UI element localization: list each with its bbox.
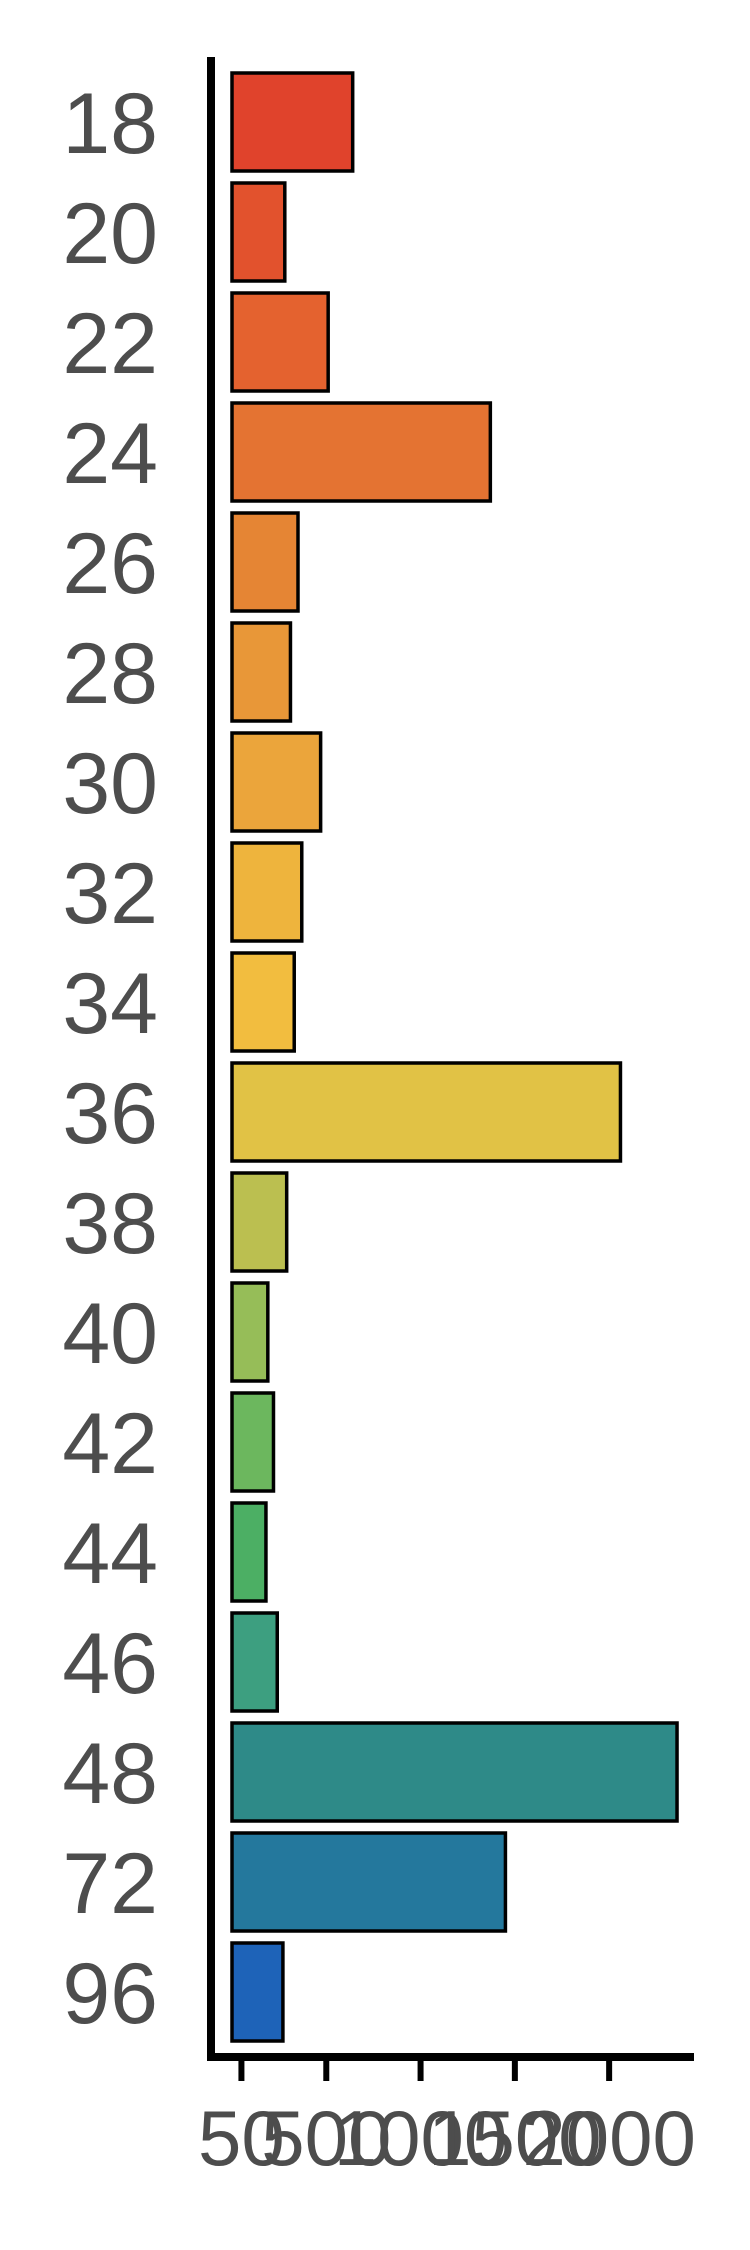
y-tick-label: 44 xyxy=(62,1506,158,1602)
bar-38 xyxy=(230,1171,289,1273)
bar-28 xyxy=(230,621,293,723)
bar-22 xyxy=(230,291,330,393)
bar-44 xyxy=(230,1501,268,1603)
y-tick-label: 20 xyxy=(62,186,158,282)
bar-42 xyxy=(230,1391,276,1493)
bar-72 xyxy=(230,1831,508,1933)
y-tick-label: 34 xyxy=(62,956,158,1052)
y-tick-label: 46 xyxy=(62,1616,158,1712)
x-tick-label: 50 xyxy=(198,2094,285,2182)
bar-20 xyxy=(230,181,287,283)
bar-32 xyxy=(230,841,304,943)
x-tick-label: 1000 xyxy=(334,2094,508,2182)
y-tick-label: 22 xyxy=(62,296,158,392)
bar-46 xyxy=(230,1611,280,1713)
x-tick-label: 1500 xyxy=(428,2094,602,2182)
bar-34 xyxy=(230,951,296,1053)
bar-18 xyxy=(230,71,355,173)
y-tick-label: 18 xyxy=(62,76,158,172)
y-tick-labels: 18 20 22 24 26 28 30 32 34 36 38 40 42 44 46 48 72 96 xyxy=(62,76,158,2042)
bar-24 xyxy=(230,401,493,503)
y-tick-label: 38 xyxy=(62,1176,158,1272)
y-tick-label: 72 xyxy=(62,1836,158,1932)
bars-group xyxy=(230,71,679,2043)
bar-30 xyxy=(230,731,323,833)
y-tick-label: 48 xyxy=(62,1726,158,1822)
bar-36 xyxy=(230,1061,623,1163)
y-tick-label: 96 xyxy=(62,1946,158,2042)
y-tick-label: 40 xyxy=(62,1286,158,1382)
bar-40 xyxy=(230,1281,270,1383)
y-tick-label: 36 xyxy=(62,1066,158,1162)
bar-26 xyxy=(230,511,300,613)
bar-48 xyxy=(230,1721,679,1823)
y-tick-label: 42 xyxy=(62,1396,158,1492)
x-tick-label: 2000 xyxy=(522,2094,696,2182)
y-tick-label: 32 xyxy=(62,846,158,942)
bar-96 xyxy=(230,1941,285,2043)
y-tick-label: 26 xyxy=(62,516,158,612)
y-tick-label: 24 xyxy=(62,406,158,502)
x-tick-label: 500 xyxy=(261,2094,391,2182)
y-tick-label: 30 xyxy=(62,736,158,832)
y-tick-label: 28 xyxy=(62,626,158,722)
